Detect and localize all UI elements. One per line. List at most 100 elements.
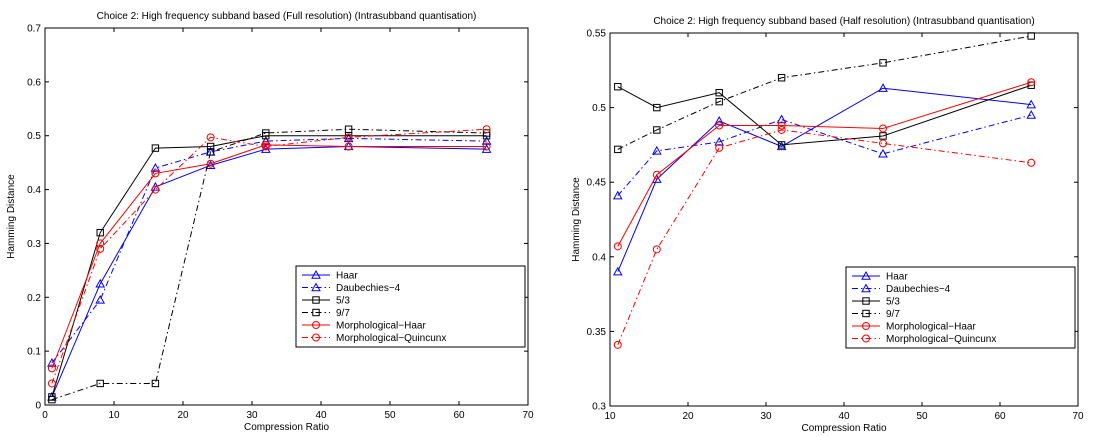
data-point	[612, 266, 623, 276]
series-line	[51, 135, 487, 398]
data-point	[777, 74, 786, 82]
data-point	[205, 160, 216, 170]
x-tick-label: 50	[916, 411, 928, 422]
data-point	[206, 148, 215, 156]
data-point	[260, 144, 271, 153]
legend-marker	[311, 269, 321, 279]
legend-marker	[862, 322, 870, 330]
series-line	[51, 137, 487, 364]
legend-label: Daubechies−4	[886, 284, 951, 295]
plot-area	[609, 32, 1079, 407]
data-point	[95, 294, 106, 304]
data-point	[206, 142, 215, 151]
data-point	[481, 136, 492, 145]
data-point	[715, 121, 724, 130]
data-point	[206, 133, 215, 142]
data-point	[47, 379, 56, 388]
legend-label: Haar	[886, 272, 908, 283]
y-tick-label: 0.2	[27, 293, 41, 304]
legend-marker	[312, 321, 320, 329]
data-point	[777, 121, 786, 130]
y-tick-label: 0.6	[27, 77, 41, 88]
y-tick-label: 0.3	[592, 402, 606, 413]
data-point	[777, 141, 786, 149]
data-point	[653, 103, 661, 112]
data-point	[344, 142, 353, 151]
y-tick-label: 0.3	[27, 239, 41, 250]
series-line	[617, 81, 1032, 247]
y-tick-label: 0.4	[27, 185, 41, 196]
y-axis-label: Hamming Distance	[571, 177, 582, 262]
legend-marker	[862, 309, 870, 318]
x-tick-label: 30	[246, 410, 258, 421]
x-tick-label: 10	[604, 411, 616, 422]
series-line	[617, 129, 1032, 346]
data-point	[96, 228, 104, 237]
series-line	[51, 128, 487, 384]
data-point	[714, 115, 725, 125]
data-point	[776, 114, 787, 124]
data-point	[614, 145, 622, 154]
legend-marker	[862, 334, 870, 343]
legend-label: 9/7	[886, 309, 900, 320]
y-tick-label: 0	[35, 401, 41, 412]
data-point	[95, 278, 106, 288]
data-point	[151, 169, 160, 178]
x-tick-label: 20	[177, 410, 189, 421]
data-point	[612, 190, 623, 200]
y-tick-label: 0.4	[592, 252, 606, 263]
x-tick-label: 20	[682, 411, 694, 422]
legend-label: 5/3	[886, 297, 900, 308]
legend-marker	[311, 282, 321, 292]
data-point	[878, 148, 888, 158]
data-point	[652, 170, 661, 179]
legend-label: 5/3	[336, 296, 350, 307]
legend-label: Morphological−Haar	[336, 321, 426, 332]
legend-marker	[862, 297, 870, 305]
chart-title: Choice 2: High frequency subband based (…	[97, 11, 477, 22]
data-point	[879, 139, 887, 148]
data-point	[651, 145, 662, 155]
legend-label: Morphological−Haar	[886, 322, 976, 333]
data-point	[715, 143, 724, 152]
y-tick-label: 0.5	[592, 103, 606, 114]
data-point	[482, 129, 491, 137]
data-point	[653, 126, 661, 134]
data-point	[776, 141, 787, 151]
x-tick-label: 70	[1072, 411, 1084, 422]
legend-label: Daubechies−4	[336, 283, 401, 294]
data-point	[344, 125, 353, 133]
data-point	[47, 364, 56, 373]
data-point	[1027, 32, 1035, 40]
x-axis-label: Compression Ratio	[244, 422, 329, 433]
data-point	[777, 125, 786, 134]
data-point	[879, 132, 887, 140]
x-tick-label: 10	[108, 410, 120, 421]
x-tick-label: 70	[522, 410, 534, 421]
data-point	[260, 136, 271, 145]
data-point	[1027, 81, 1035, 89]
x-tick-label: 50	[384, 410, 396, 421]
data-point	[1026, 99, 1037, 109]
y-tick-label: 0.7	[27, 24, 41, 35]
series-line	[617, 35, 1032, 150]
data-point	[652, 245, 661, 254]
data-point	[878, 83, 888, 92]
data-point	[614, 83, 622, 91]
y-tick-label: 0.5	[27, 131, 41, 142]
data-point	[96, 239, 105, 248]
x-axis-label: Compression Ratio	[801, 423, 886, 434]
legend-label: Morphological−Quincunx	[336, 333, 446, 344]
legend-marker	[312, 333, 320, 342]
data-point	[613, 242, 622, 251]
legend-marker	[312, 308, 320, 317]
data-point	[96, 379, 104, 388]
data-point	[151, 185, 160, 194]
series-line	[51, 128, 487, 401]
data-point	[879, 59, 887, 67]
y-tick-label: 0.35	[587, 327, 607, 338]
data-point	[206, 159, 215, 168]
legend-label: 9/7	[336, 308, 350, 319]
